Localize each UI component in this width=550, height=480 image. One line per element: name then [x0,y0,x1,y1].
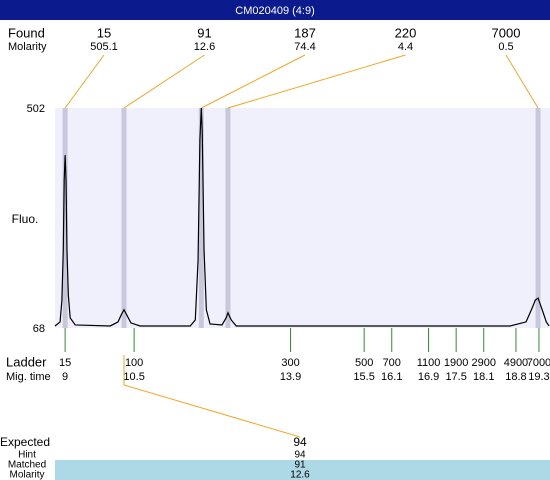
found-size: 220 [395,25,417,40]
mig-time: 16.9 [418,371,439,383]
matched-value: 91 [294,460,306,471]
molarity-row-label: Molarity [9,470,44,480]
matched-band [55,460,550,480]
mig-time: 16.1 [381,371,402,383]
mig-time: 10.5 [123,371,144,383]
peak-band [198,108,204,328]
title: CM020409 (4:9) [235,5,315,17]
found-size: 7000 [492,25,521,40]
found-molarity: 505.1 [90,41,118,53]
matched-label: Matched [8,460,46,471]
ladder-size: 700 [383,357,401,369]
peak-band [121,108,127,328]
y-tick-label: 68 [33,323,45,335]
hint-label: Hint [18,450,36,461]
found-label: Found [8,25,45,40]
y-axis-label: Fluo. [12,212,39,226]
expected-connector [123,355,301,438]
plot-area [55,108,550,328]
found-molarity: 4.4 [398,41,413,53]
found-molarity: 74.4 [294,41,315,53]
peak-band [225,108,231,328]
found-size: 15 [97,25,111,40]
ladder-size: 1100 [417,357,441,369]
molarity-label: Molarity [8,41,47,53]
ladder-size: 4900 [504,357,528,369]
peak-connector [64,54,105,109]
peak-connector [227,54,406,109]
mig-time: 15.5 [353,371,374,383]
ladder-size: 100 [125,357,143,369]
peak-connector [201,54,306,109]
mig-time: 13.9 [280,371,301,383]
ladder-size: 7000 [527,357,550,369]
ladder-size: 300 [281,357,299,369]
ladder-size: 2900 [472,357,496,369]
peak-band [535,108,541,328]
found-size: 187 [294,25,316,40]
mig-time: 9 [62,371,68,383]
trace [54,107,550,327]
found-molarity: 12.6 [194,41,215,53]
title-bar [0,0,550,20]
found-size: 91 [197,25,211,40]
molarity-row-value: 12.6 [290,470,310,480]
mig-time: 18.1 [473,371,494,383]
mig-time: 19.3 [528,371,549,383]
expected-value: 94 [293,435,307,449]
peak-connector [123,54,205,109]
mig-time-label: Mig. time [6,371,51,383]
mig-time: 17.5 [445,371,466,383]
found-molarity: 0.5 [498,41,513,53]
hint-value: 94 [294,450,306,461]
ladder-size: 500 [355,357,373,369]
ladder-size: 1900 [444,357,468,369]
ladder-label: Ladder [6,354,47,369]
y-tick-label: 502 [27,103,45,115]
peak-connector [505,54,539,109]
mig-time: 18.8 [505,371,526,383]
peak-band [62,108,68,328]
ladder-size: 15 [59,357,71,369]
expected-label: Expected [0,435,50,449]
